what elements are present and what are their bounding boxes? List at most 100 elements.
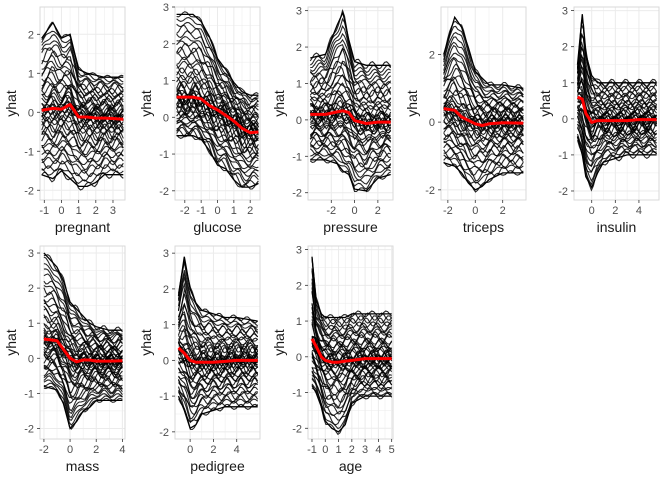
x-tick-label: 2 [612,205,618,217]
y-tick-label: 1 [163,320,169,332]
y-tick-label: 3 [296,6,302,18]
y-tick-label: 0 [28,107,34,119]
ice-line [43,305,123,355]
ice-line [576,22,658,89]
ice-line [310,154,391,190]
x-tick-label: 2 [93,444,99,456]
y-axis-label: yhat [3,90,19,117]
ice-line [576,116,657,156]
ice-line [309,43,392,86]
x-tick-label: 4 [234,444,240,456]
panel-border [440,6,527,201]
y-tick-label: 1 [163,76,169,88]
ice-line [443,75,524,115]
ice-line [43,268,123,339]
ice-line [176,113,259,167]
y-tick-label: 0 [296,115,302,127]
ice-line [176,40,259,111]
ice-line [43,287,123,348]
y-tick-label: 1 [562,78,568,90]
ice-curves [576,14,658,192]
pdp-line [41,103,124,121]
x-tick-label: -2 [326,205,336,217]
x-tick-label: 2 [375,205,381,217]
ice-line [311,374,393,415]
ice-line [311,303,393,349]
x-tick-label: 4 [119,444,125,456]
ice-line [41,44,124,92]
y-tick-label: -1 [292,388,302,400]
ice-envelope-upper [43,252,123,331]
ice-line [443,121,524,147]
y-tick-label: -2 [24,185,34,197]
y-axis-label: yhat [537,90,553,117]
ice-line [43,337,123,370]
ice-line [41,71,124,108]
x-tick-label: 0 [589,205,595,217]
ice-line [43,372,123,415]
ice-line [443,118,524,141]
ice-line [311,378,392,421]
ice-line [178,357,259,380]
y-axis-label: yhat [138,329,154,356]
ice-line [177,330,259,361]
ice-line [177,379,259,408]
ice-envelope-lower [177,395,258,430]
y-tick-label: -2 [24,423,34,435]
ice-line [311,258,393,322]
ice-line [443,89,524,121]
panel-border [174,245,261,440]
y-axis-label: yhat [271,329,287,356]
ice-line [178,390,259,420]
ice-line [443,124,524,150]
ice-line [41,103,124,130]
ice-line [41,76,124,110]
x-tick-label: 0 [58,205,64,217]
x-tick-label: -1 [307,444,317,456]
ice-line [309,108,392,131]
x-axis-label: pedigree [190,458,245,474]
ice-line [43,297,123,351]
ice-line [309,74,391,106]
ice-line [41,83,124,113]
y-tick-label: -2 [159,186,169,198]
ice-line [443,20,524,91]
ice-line [443,41,524,100]
ice-line [443,134,524,163]
ice-line [443,95,524,123]
ice-line [309,65,392,103]
ice-line [310,48,392,90]
y-tick-label: -2 [292,188,302,200]
ice-line [43,307,123,358]
y-tick-label: 2 [28,29,34,41]
x-tick-label: 0 [187,444,193,456]
ice-line [41,121,124,144]
y-tick-label: 1 [28,68,34,80]
ice-line [443,111,524,136]
y-tick-label: 1 [296,78,302,90]
ice-line [43,273,123,342]
ice-line [311,307,393,348]
ice-line [41,40,124,89]
ice-line [309,82,392,112]
ice-line [41,33,124,85]
ice-line [311,387,393,436]
ice-line [41,124,124,147]
y-tick-label: -1 [159,149,169,161]
ice-line [178,360,259,384]
y-tick-label: -1 [24,146,34,158]
ice-line [41,80,124,112]
x-tick-label: 3 [110,205,116,217]
ice-line [176,121,259,174]
ice-line [177,293,259,340]
ice-envelope-upper [311,256,392,319]
ice-curves [443,15,524,193]
y-axis-label: yhat [3,329,19,356]
ice-line [176,60,259,122]
ice-line [41,30,124,83]
pdp-line [176,95,259,135]
ice-line [43,342,123,377]
